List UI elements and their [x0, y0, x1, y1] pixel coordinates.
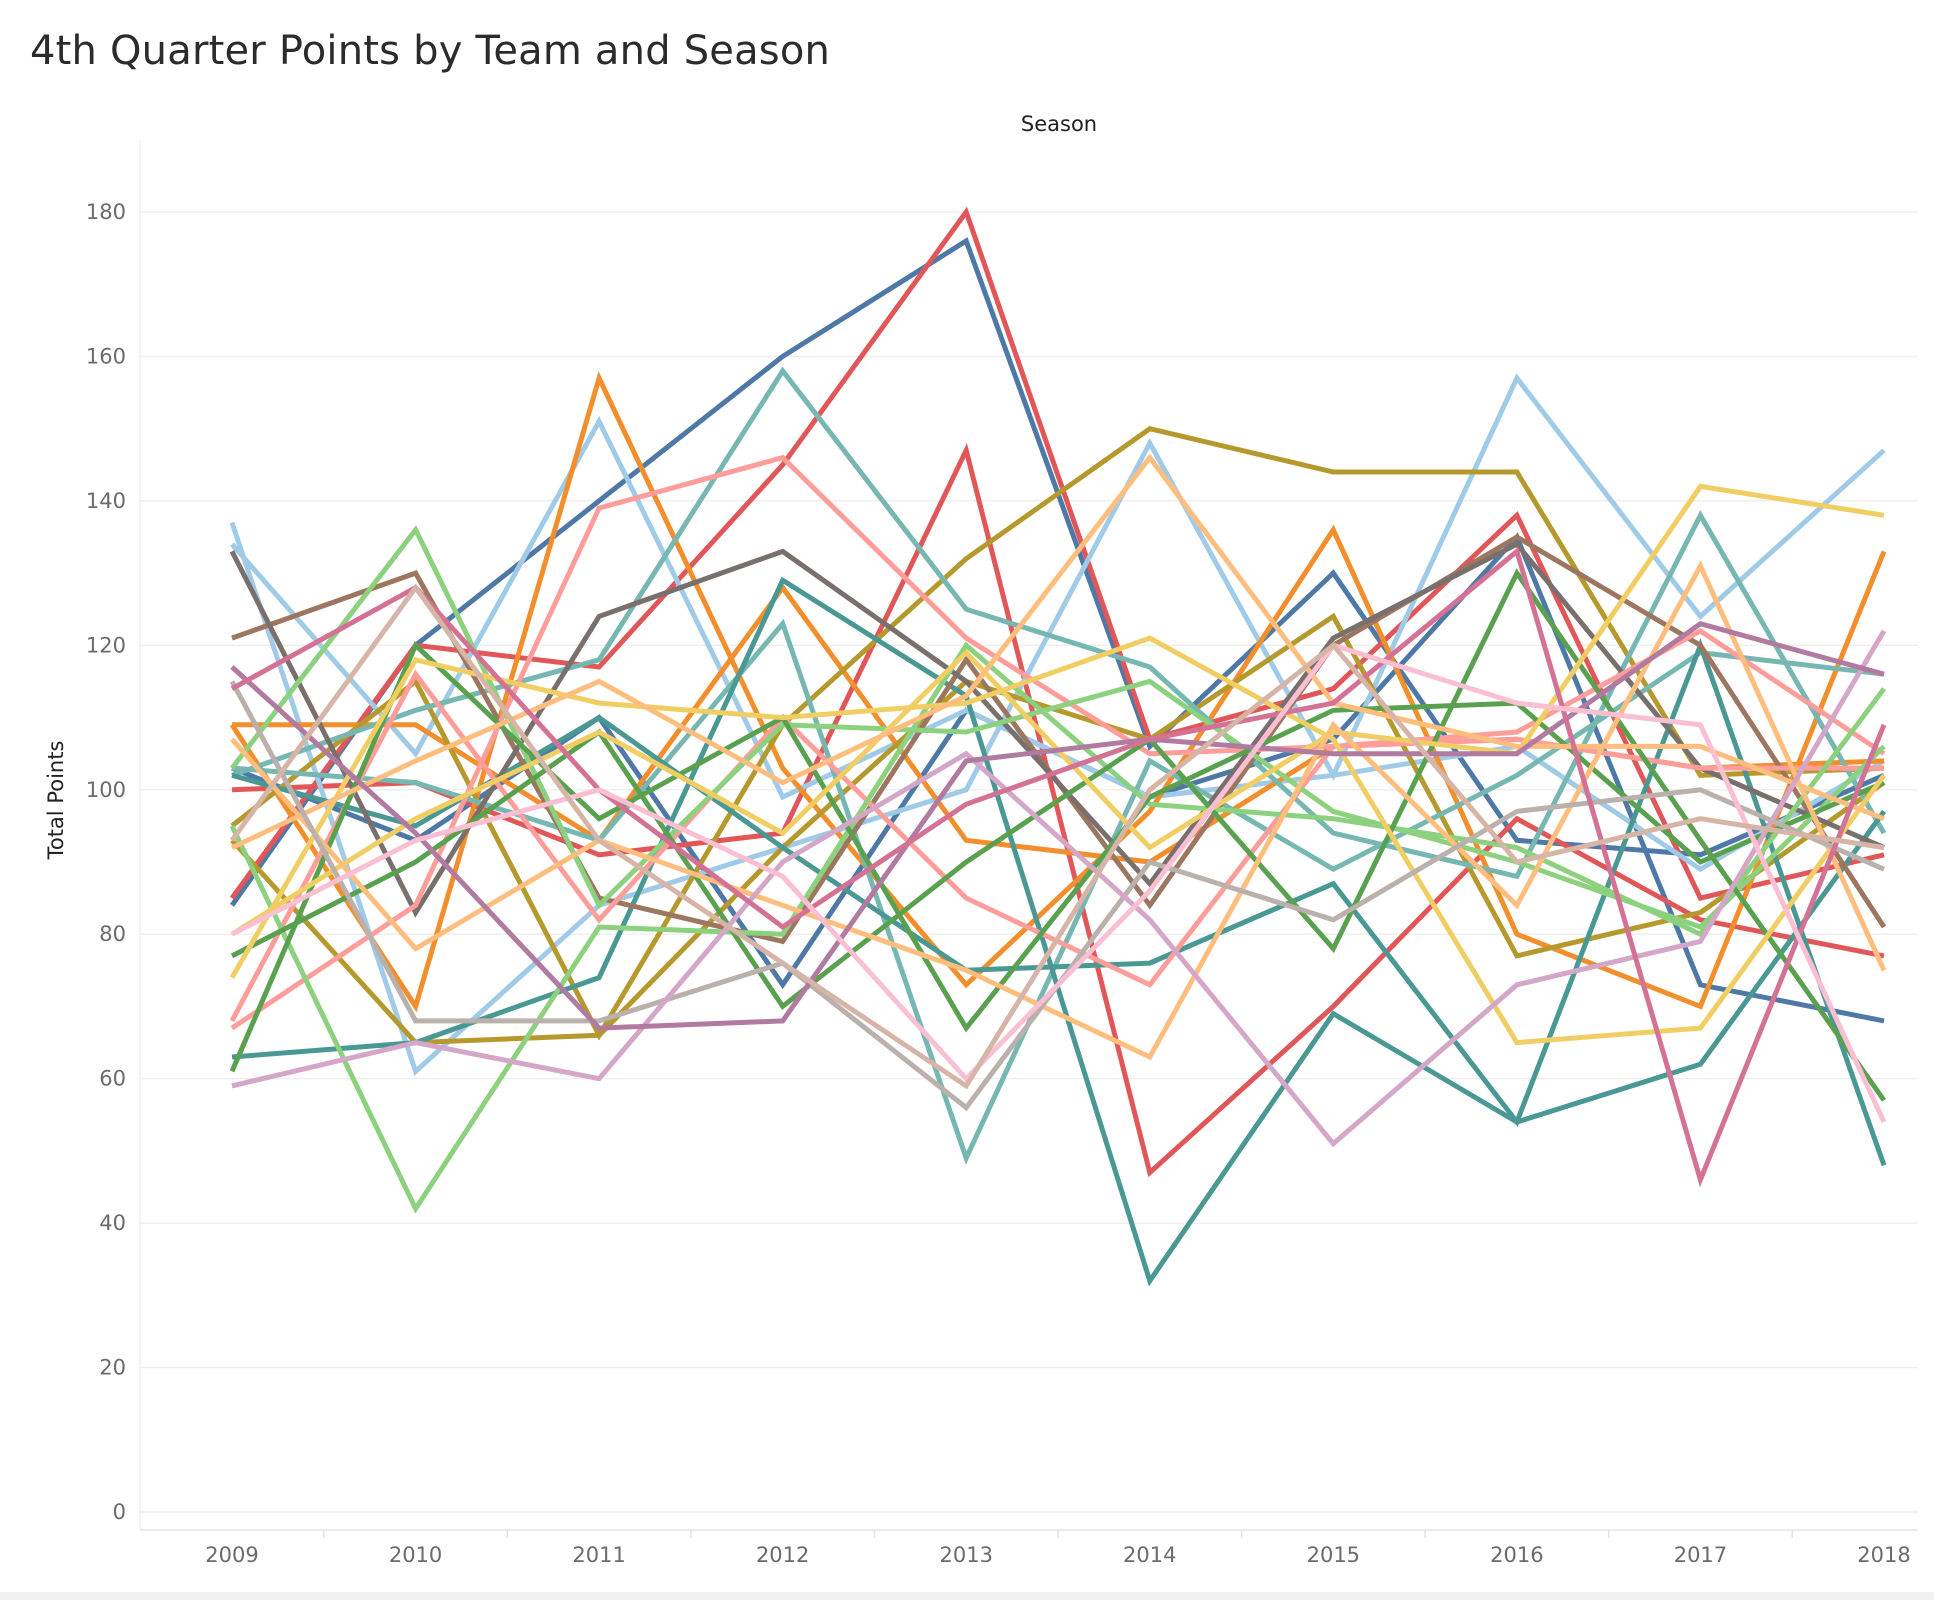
y-axis-ticks: 0 20 40 60 80 100 120 140 160 180 — [86, 200, 126, 1524]
x-tick-label: 2015 — [1307, 1543, 1360, 1567]
series-line-25[interactable] — [230, 560, 1887, 1061]
x-tick-label: 2017 — [1674, 1543, 1727, 1567]
series-line-16[interactable] — [229, 541, 1885, 918]
y-tick-label: 20 — [99, 1356, 126, 1380]
x-axis-ticks: 2009 2010 2011 2012 2013 2014 2015 2016 2017 2018 — [205, 1530, 1911, 1567]
x-tick-label: 2016 — [1490, 1543, 1543, 1567]
y-tick-label: 80 — [99, 922, 126, 946]
x-tick-label: 2014 — [1123, 1543, 1176, 1567]
y-tick-label: 60 — [99, 1067, 126, 1091]
x-tick-label: 2009 — [205, 1543, 258, 1567]
series-line-19[interactable] — [229, 641, 1887, 1214]
y-tick-label: 40 — [99, 1211, 126, 1235]
series-line-14[interactable] — [231, 638, 1887, 1167]
y-tick-label: 0 — [113, 1500, 126, 1524]
series-line-30[interactable] — [230, 547, 1887, 1188]
series-line-20[interactable] — [230, 525, 1886, 930]
x-tick-label: 2010 — [389, 1543, 442, 1567]
y-tick-label: 140 — [86, 489, 126, 513]
footer-strip — [0, 1592, 1934, 1600]
y-tick-label: 180 — [86, 200, 126, 224]
x-tick-label: 2012 — [756, 1543, 809, 1567]
series-line-26[interactable] — [230, 453, 1885, 850]
series-line-29[interactable] — [230, 620, 1885, 1031]
series-line-5[interactable] — [229, 373, 1886, 1076]
y-tick-label: 100 — [86, 778, 126, 802]
x-tick-label: 2013 — [939, 1543, 992, 1567]
y-tick-label: 160 — [86, 344, 126, 368]
series-line-32[interactable] — [229, 583, 1885, 1090]
series-lines — [229, 206, 1887, 1287]
series-line-31[interactable] — [230, 642, 1887, 1124]
series-line-21[interactable] — [230, 568, 1887, 1102]
series-line-17[interactable] — [230, 454, 1886, 1031]
series-line-28[interactable] — [231, 629, 1887, 1148]
series-line-10[interactable] — [230, 612, 1886, 1046]
x-tick-label: 2018 — [1857, 1543, 1910, 1567]
column-header-season: Season — [1020, 112, 1098, 136]
chart-title: 4th Quarter Points by Team and Season — [30, 28, 831, 74]
series-line-22[interactable] — [229, 641, 1885, 1073]
series-line-23[interactable] — [229, 635, 1887, 1046]
y-tick-label: 120 — [86, 633, 126, 657]
axes — [139, 140, 1918, 1531]
x-tick-label: 2011 — [572, 1543, 625, 1567]
